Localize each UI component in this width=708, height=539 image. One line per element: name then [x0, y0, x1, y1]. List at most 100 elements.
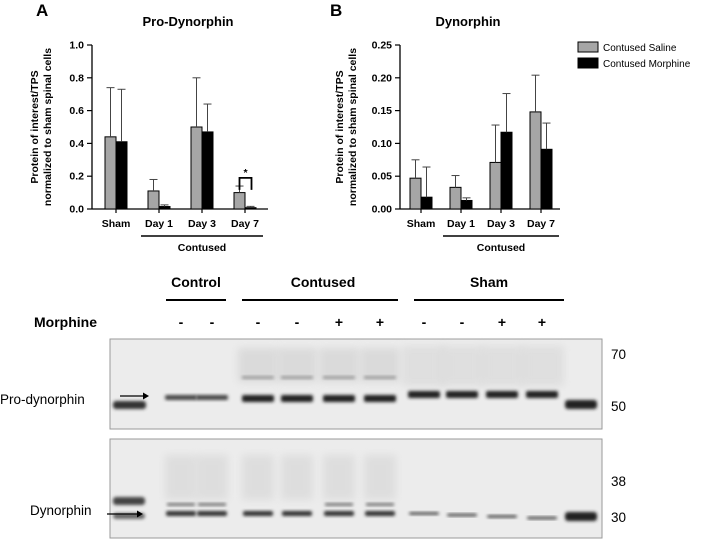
protein-band [243, 511, 273, 516]
x-tick-label: Sham [102, 218, 131, 230]
band-smear [520, 346, 564, 386]
band-faint [364, 376, 396, 379]
bar-morphine-sham [420, 196, 433, 210]
panel-letter-b: B [330, 1, 342, 20]
bar-saline-sham [409, 177, 422, 210]
ladder-band [565, 400, 597, 409]
y-tick-label: 1.0 [69, 40, 84, 52]
lane-sign-5: + [335, 314, 343, 330]
legend-label-saline: Contused Saline [603, 43, 677, 54]
protein-band [486, 391, 518, 398]
y-axis-label-line2: normalized to sham spinal cells [42, 48, 54, 206]
legend-swatch-morphine [577, 57, 599, 69]
ladder-band [565, 512, 597, 521]
blot-lower-dynorphin: Dynorphin 38 30 [30, 438, 626, 539]
protein-band [197, 511, 227, 516]
bar-morphine-day-7 [244, 207, 257, 210]
protein-band [365, 511, 395, 516]
blot-label-dynorphin: Dynorphin [30, 503, 92, 518]
bar-morphine-day-3 [201, 131, 214, 210]
y-tick-label: 0.0 [69, 204, 84, 216]
band-smear [480, 346, 524, 386]
y-axis-label-line2: normalized to sham spinal cells [347, 48, 359, 206]
band-smear [323, 455, 355, 500]
marker-70: 70 [611, 347, 626, 362]
x-tick-label: Day 7 [527, 218, 555, 230]
bar-saline-day-1 [449, 186, 462, 210]
ladder-band [113, 497, 145, 505]
marker-30: 30 [611, 510, 626, 525]
lane-sign-2: - [210, 314, 215, 330]
blot-upper-pro-dynorphin: Pro-dynorphin 70 50 [0, 338, 626, 430]
lane-sign-4: - [295, 314, 300, 330]
protein-band [446, 391, 478, 398]
arrow-head-icon [143, 392, 149, 400]
group-label-sham: Sham [470, 274, 508, 290]
group-label-contused: Contused [178, 242, 226, 254]
lane-sign-8: - [460, 314, 465, 330]
band-faint [167, 503, 195, 506]
bar-morphine-day-3 [500, 131, 513, 210]
blot-label-pro-dynorphin: Pro-dynorphin [0, 392, 85, 407]
protein-band [408, 391, 440, 398]
panel-letter-a: A [36, 1, 48, 20]
lane-sign-9: + [498, 314, 506, 330]
band-faint [242, 376, 274, 379]
protein-band [487, 515, 517, 518]
y-tick-label: 0.8 [69, 72, 84, 84]
chart-title-dynorphin: Dynorphin [436, 14, 501, 29]
protein-band [364, 395, 396, 402]
marker-50: 50 [611, 399, 626, 414]
protein-band [166, 511, 196, 516]
significance-bracket [238, 176, 253, 190]
band-smear [165, 455, 197, 500]
band-smear [364, 455, 396, 500]
group-label-contused: Contused [291, 274, 356, 290]
y-tick-label: 0.20 [372, 72, 393, 84]
chart-pro-dynorphin: Pro-Dynorphin Protein of interest/TPS no… [29, 14, 268, 254]
lane-sign-10: + [538, 314, 546, 330]
bar-morphine-day-1 [158, 206, 171, 210]
x-tick-label: Day 3 [188, 218, 216, 230]
y-tick-label: 0.05 [372, 171, 393, 183]
protein-band [282, 511, 312, 516]
y-tick-label: 0.4 [69, 138, 84, 150]
band-smear [242, 455, 274, 500]
band-smear [440, 346, 484, 386]
bar-morphine-sham [115, 141, 128, 210]
protein-band [242, 395, 274, 402]
protein-band [281, 395, 313, 402]
bar-saline-day-3 [190, 126, 203, 210]
group-label-control: Control [171, 274, 221, 290]
significance-star: * [243, 167, 248, 179]
band-smear [196, 455, 228, 500]
legend: Contused Saline Contused Morphine [577, 41, 691, 70]
bar-saline-day-7 [233, 192, 246, 210]
protein-band [526, 391, 558, 398]
bar-saline-day-1 [147, 190, 160, 210]
legend-label-morphine: Contused Morphine [603, 59, 691, 70]
protein-band [447, 513, 477, 517]
y-tick-label: 0.25 [372, 40, 393, 52]
y-tick-label: 0.6 [69, 105, 84, 117]
protein-band [409, 512, 439, 515]
lane-sign-6: + [376, 314, 384, 330]
lane-sign-1: - [179, 314, 184, 330]
band-faint [198, 503, 226, 506]
y-tick-label: 0.10 [372, 138, 393, 150]
band-faint [281, 376, 313, 379]
band-smear [281, 455, 313, 500]
band-faint [325, 503, 353, 506]
y-axis-label-line1: Protein of interest/TPS [29, 70, 41, 183]
x-tick-label: Day 1 [145, 218, 173, 230]
x-tick-label: Day 3 [487, 218, 515, 230]
bar-saline-day-7 [529, 111, 542, 210]
ladder-band [113, 401, 146, 409]
bar-saline-sham [104, 136, 117, 210]
protein-band [323, 395, 355, 402]
band-faint [323, 376, 355, 379]
y-tick-label: 0.00 [372, 204, 393, 216]
bar-morphine-day-1 [460, 199, 473, 210]
arrow-head-icon [137, 510, 143, 518]
